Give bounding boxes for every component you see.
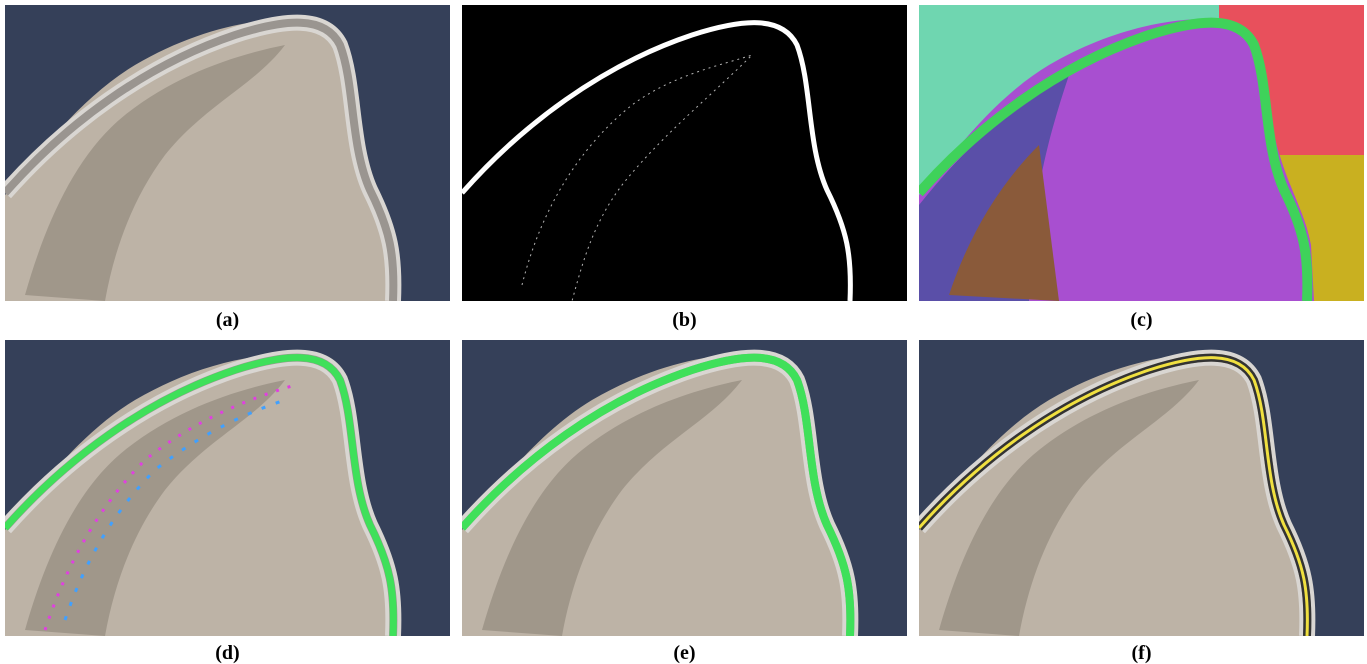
panel-image xyxy=(462,340,907,636)
panel-image xyxy=(5,5,450,301)
caption: (e) xyxy=(462,642,907,664)
panel-image xyxy=(5,340,450,636)
panel-image xyxy=(462,5,907,301)
caption: (f) xyxy=(919,642,1364,664)
caption: (a) xyxy=(5,309,450,332)
panel-image xyxy=(919,340,1364,636)
caption: (c) xyxy=(919,309,1364,332)
caption: (d) xyxy=(5,642,450,664)
panel-image xyxy=(919,5,1364,301)
figure: (a) (b) (c) (d) (e) (f) xyxy=(0,0,1367,664)
caption: (b) xyxy=(462,309,907,332)
